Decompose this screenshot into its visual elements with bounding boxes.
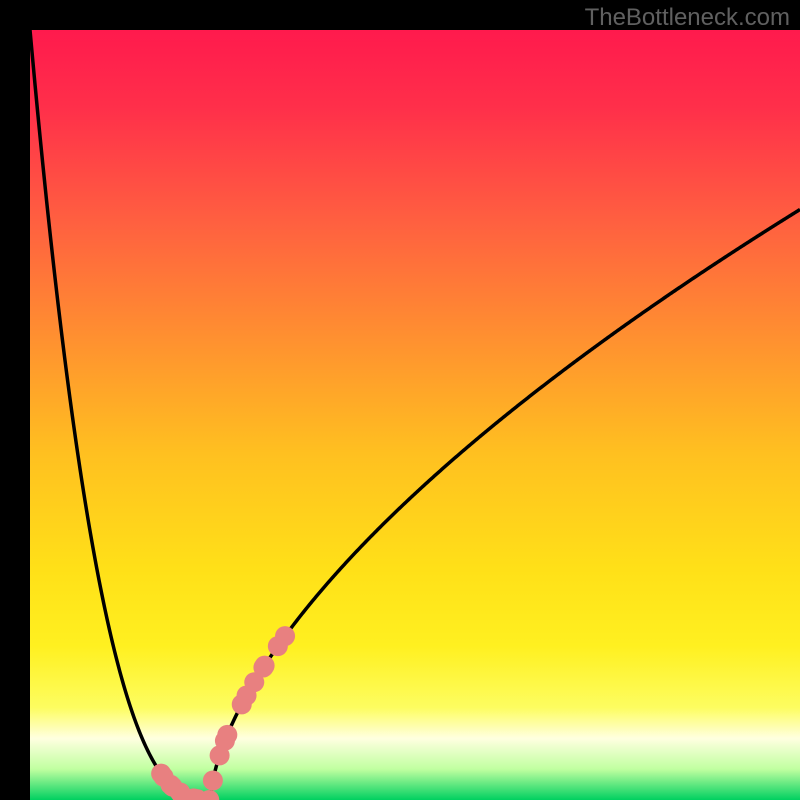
chart-container: TheBottleneck.com [0, 0, 800, 800]
data-marker [203, 771, 223, 791]
data-marker [275, 626, 295, 646]
curve-layer [30, 30, 800, 800]
bottleneck-curve [30, 30, 800, 800]
watermark-text: TheBottleneck.com [585, 4, 790, 32]
data-marker [217, 725, 237, 745]
data-marker [255, 656, 275, 676]
plot-area [30, 30, 800, 800]
